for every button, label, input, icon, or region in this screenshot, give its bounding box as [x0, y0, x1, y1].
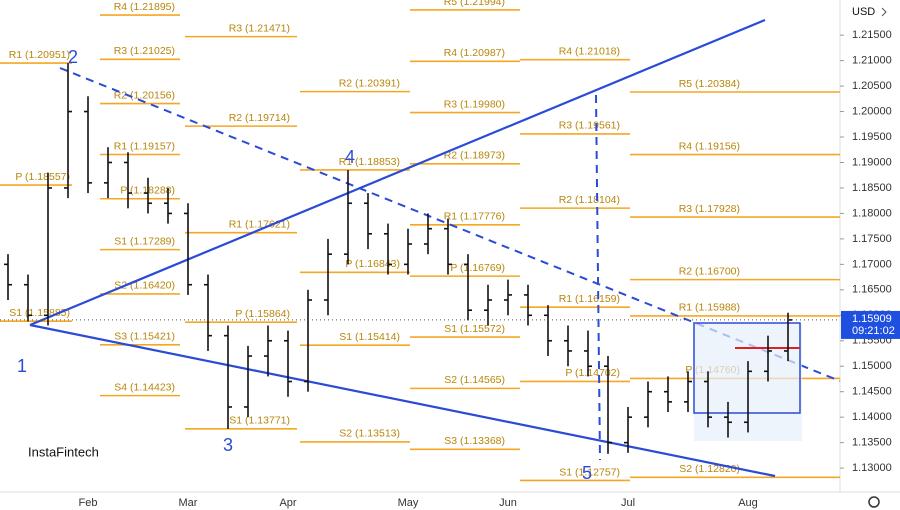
y-tick-label: 1.17000 [852, 258, 892, 270]
pivot-label: R4 (1.21895) [114, 1, 175, 13]
pivot-label: R3 (1.17928) [679, 203, 740, 215]
currency: USD [852, 6, 875, 18]
pivot-label: R3 (1.21471) [229, 22, 290, 34]
pivot-label: S1 (1.15885) [9, 307, 70, 319]
pivot-label: R3 (1.19561) [559, 120, 620, 132]
price-axis: 1.21500 1.21000 1.20500 1.20000 1.19500 1.190… [79, 29, 900, 509]
pivot-label: R1 (1.19157) [114, 140, 175, 152]
y-tick-label: 1.16500 [852, 284, 892, 296]
pivot-label: P (1.16769) [450, 262, 505, 274]
pivot-label: S3 (1.15421) [114, 331, 175, 343]
pivot-label: S1 (1.12757) [559, 466, 620, 478]
x-tick-label: May [398, 497, 419, 509]
last-price-tag [841, 310, 900, 339]
pivot-label: R2 (1.18104) [559, 194, 620, 206]
y-tick-label: 1.13500 [852, 437, 892, 449]
pivot-label: R1 (1.15988) [679, 302, 740, 314]
pivot-label: R1 (1.17776) [444, 211, 505, 223]
last-price: 1.15909 [852, 313, 892, 325]
pivot-label: P (1.15864) [235, 308, 290, 320]
pivot-label: R2 (1.16700) [679, 265, 740, 277]
x-tick-label: Mar [179, 497, 198, 509]
wave-label: 4 [345, 147, 355, 167]
y-tick-label: 1.20500 [852, 80, 892, 92]
pivot-label: S2 (1.13513) [339, 428, 400, 440]
pivot-label: S1 (1.15414) [339, 331, 400, 343]
trend-line [29, 18, 766, 327]
y-tick-label: 1.20000 [852, 105, 892, 117]
y-tick-label: 1.21000 [852, 55, 892, 67]
pivot-label: R5 (1.21994) [444, 0, 505, 8]
y-tick-label: 1.18500 [852, 182, 892, 194]
wave-label: 1 [17, 356, 27, 376]
y-tick-label: 1.13000 [852, 462, 892, 474]
pivot-label: P (1.14702) [565, 367, 620, 379]
pivot-label: S2 (1.14565) [444, 374, 505, 386]
pivot-label: R4 (1.19156) [679, 140, 740, 152]
wave-label: 3 [223, 435, 233, 455]
trend-line [595, 94, 601, 461]
pivot-label: R2 (1.20156) [114, 89, 175, 101]
pivot-label: R4 (1.20987) [444, 47, 505, 59]
y-tick-label: 1.19500 [852, 131, 892, 143]
pivot-label: R2 (1.19714) [229, 112, 290, 124]
pivot-label: R1 (1.16159) [559, 293, 620, 305]
pivot-label: R2 (1.18973) [444, 150, 505, 162]
wave-label: 5 [582, 463, 592, 483]
x-tick-label: Feb [79, 497, 98, 509]
pivot-label: S2 (1.12820) [679, 463, 740, 475]
pivot-label: P (1.16843) [345, 258, 400, 270]
brand: InstaFintech [28, 444, 99, 459]
y-tick-label: 1.14500 [852, 386, 892, 398]
pivot-label: R4 (1.21018) [559, 45, 620, 57]
y-tick-label: 1.21500 [852, 29, 892, 41]
currency-dropdown[interactable] [881, 7, 887, 17]
brand-box [20, 438, 102, 466]
pivot-label: S1 (1.13771) [229, 415, 290, 427]
x-tick-label: Jun [499, 497, 517, 509]
x-tick-label: Apr [279, 497, 296, 509]
range-box [693, 322, 801, 414]
price-bars [0, 63, 840, 454]
pivot-label: R1 (1.17621) [229, 219, 290, 231]
y-tick-label: 1.14000 [852, 411, 892, 423]
wave-label: 2 [68, 47, 78, 67]
pivot-label: R1 (1.20951) [9, 49, 70, 61]
trend-line [29, 323, 776, 478]
settings-icon[interactable] [868, 496, 880, 508]
pivot-levels: R1 (1.20951) P (1.18557) S1 (1.15885) R4 (1… [0, 0, 840, 482]
y-tick-label: 1.17500 [852, 233, 892, 245]
pivot-label: R3 (1.21025) [114, 45, 175, 57]
pivot-label: S1 (1.15572) [444, 323, 505, 335]
y-tick-label: 1.18000 [852, 207, 892, 219]
y-tick-label: 1.15000 [852, 360, 892, 372]
pivot-label: R3 (1.19980) [444, 98, 505, 110]
x-tick-label: Jul [621, 497, 635, 509]
pivot-label: S1 (1.17289) [114, 235, 175, 247]
x-tick-label: Aug [738, 497, 758, 509]
y-tick-label: 1.19000 [852, 156, 892, 168]
pivot-label: R2 (1.20391) [339, 77, 400, 89]
pivot-label: S4 (1.14423) [114, 381, 175, 393]
pivot-label: P (1.18557) [15, 171, 70, 183]
pivot-label: S3 (1.13368) [444, 435, 505, 447]
pivot-label: R5 (1.20384) [679, 78, 740, 90]
last-time: 09:21:02 [852, 325, 895, 337]
pivot-label: R1 (1.18853) [339, 156, 400, 168]
